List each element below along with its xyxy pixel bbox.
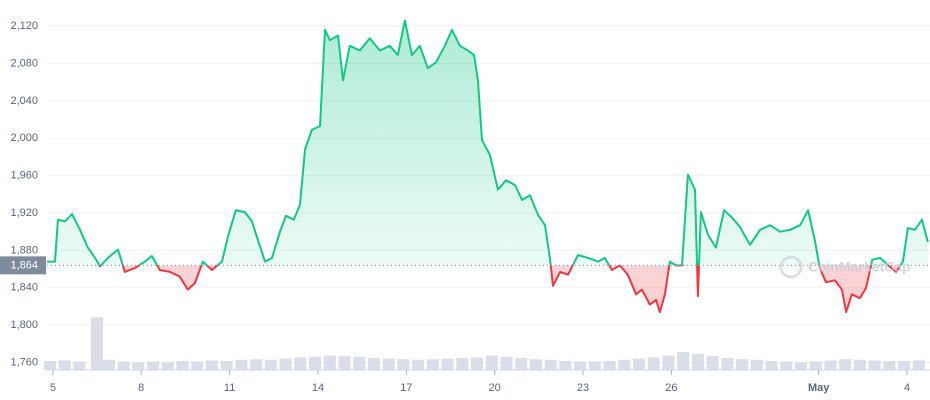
y-tick-label: 2,040	[10, 95, 38, 107]
volume-bar	[780, 361, 793, 370]
volume-bar	[117, 361, 130, 370]
volume-bar	[471, 357, 484, 370]
volume-bar	[294, 357, 307, 370]
volume-bar	[382, 358, 395, 370]
volume-bar	[250, 359, 263, 370]
x-tick-label: 20	[489, 382, 501, 394]
volume-bar	[750, 359, 763, 370]
volume-bar	[721, 358, 734, 370]
x-tick-label: 23	[577, 382, 589, 394]
x-tick-label: 4	[904, 382, 910, 394]
volume-bar	[515, 358, 528, 370]
volume-bars	[43, 317, 925, 370]
x-tick-label: 8	[138, 382, 144, 394]
plot	[47, 19, 930, 314]
x-tick-label: 17	[400, 382, 412, 394]
volume-bar	[91, 317, 104, 370]
volume-bar	[235, 359, 248, 370]
volume-bar	[883, 361, 896, 370]
volume-bar	[176, 361, 189, 370]
y-tick-label: 2,080	[10, 57, 38, 69]
y-tick-label: 1,960	[10, 170, 38, 182]
volume-bar	[147, 361, 160, 370]
volume-bar	[647, 357, 660, 370]
volume-bar	[839, 359, 852, 370]
volume-bar	[58, 360, 71, 370]
volume-bar	[574, 361, 587, 370]
volume-bar	[485, 355, 498, 370]
volume-bar	[912, 360, 925, 370]
y-tick-label: 1,800	[10, 319, 38, 331]
volume-bar	[529, 359, 542, 370]
volume-bar	[338, 356, 351, 370]
volume-bar	[205, 360, 218, 370]
y-tick-label: 1,920	[10, 207, 38, 219]
y-tick-label: 1,760	[10, 356, 38, 368]
volume-bar	[73, 361, 86, 370]
volume-bar	[706, 356, 719, 370]
volume-bar	[367, 358, 380, 370]
volume-bar	[353, 356, 366, 370]
watermark: CoinMarketCap	[808, 259, 911, 275]
volume-bar	[794, 362, 807, 370]
x-tick-label: 11	[224, 382, 235, 394]
volume-bar	[544, 359, 557, 370]
volume-bar	[603, 361, 616, 370]
volume-bar	[868, 360, 881, 370]
volume-bar	[677, 352, 690, 370]
volume-bar	[736, 359, 749, 370]
volume-bar	[898, 361, 911, 370]
area-above	[47, 20, 928, 266]
line-above	[47, 19, 929, 266]
volume-bar	[309, 356, 322, 370]
volume-bar	[853, 359, 866, 370]
volume-bar	[441, 358, 454, 370]
baseline-label: 1,864	[10, 259, 38, 271]
volume-bar	[132, 362, 145, 370]
volume-bar	[559, 361, 572, 370]
volume-bar	[426, 359, 439, 370]
volume-bar	[161, 362, 174, 370]
volume-bar	[102, 359, 115, 370]
baseline-label-box	[0, 256, 46, 275]
volume-bar	[191, 361, 204, 370]
volume-bar	[323, 355, 336, 370]
volume-bar	[765, 361, 778, 370]
x-tick-label: May	[808, 382, 830, 394]
x-tick-label: 5	[50, 382, 56, 394]
volume-bar	[500, 356, 513, 370]
volume-bar	[618, 359, 631, 370]
volume-bar	[824, 360, 837, 370]
area-below	[47, 265, 928, 313]
y-tick-label: 1,840	[10, 282, 38, 294]
volume-bar	[588, 361, 601, 370]
volume-bar	[43, 361, 56, 370]
axes: 1,760 1,800 1,840 1,880 1,920 1,960 2,000 2,040…	[0, 20, 930, 394]
volume-bar	[662, 355, 675, 370]
volume-bar	[279, 358, 292, 370]
volume-bar	[456, 358, 469, 370]
watermark-logo	[779, 255, 803, 279]
y-tick-label: 2,000	[10, 132, 38, 144]
volume-bar	[809, 361, 822, 370]
volume-bar	[412, 359, 425, 370]
volume-bar	[264, 359, 277, 370]
y-tick-label: 2,120	[10, 20, 38, 32]
x-tick-label: 26	[665, 382, 677, 394]
volume-bar	[397, 359, 410, 370]
x-tick-label: 14	[312, 382, 324, 394]
volume-bar	[691, 353, 704, 370]
y-tick-label: 1,880	[10, 244, 38, 256]
volume-bar	[633, 358, 646, 370]
volume-bar	[220, 361, 233, 370]
